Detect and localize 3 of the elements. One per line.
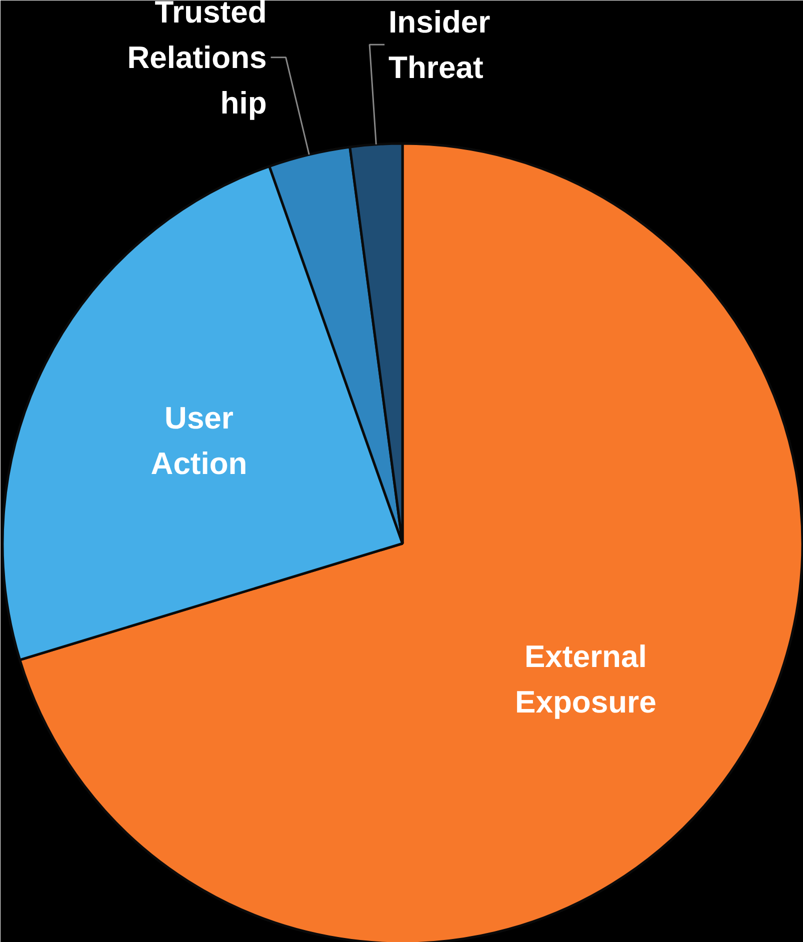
- slice-label: External Exposure: [515, 638, 656, 720]
- slice-label: Insider Threat: [388, 4, 490, 85]
- slice-label: User Action: [150, 400, 248, 481]
